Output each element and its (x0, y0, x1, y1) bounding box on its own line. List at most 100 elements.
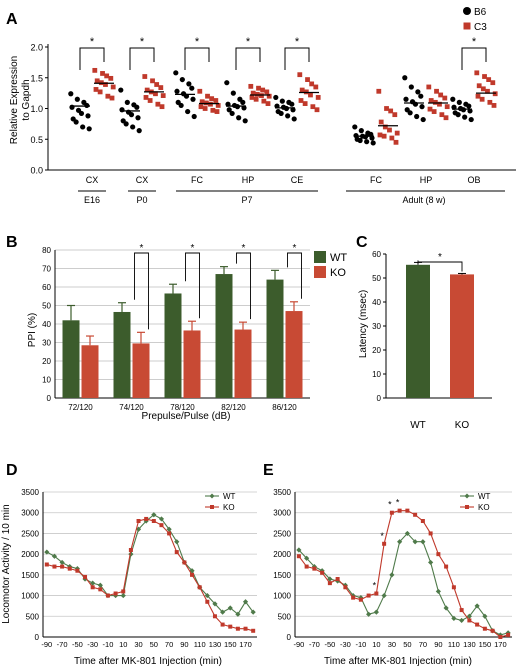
c3-point (197, 88, 203, 94)
legend-ko-label: KO (330, 267, 346, 279)
panel-b-ytick-label: 80 (42, 246, 51, 255)
c3-point (158, 85, 164, 90)
wt-line (46, 514, 254, 616)
wt-bar (113, 311, 131, 398)
panel-b-category-label: 78/120 (170, 403, 195, 412)
group-region-label: FC (370, 175, 382, 185)
ko-point (436, 552, 441, 557)
c3-point (439, 112, 445, 118)
group-region-label: HP (420, 175, 433, 185)
significance-star: * (472, 36, 477, 48)
b6-point (466, 103, 472, 109)
c3-point (389, 135, 395, 141)
panelE-ytick-label: 2500 (273, 529, 291, 538)
panelE-xtick-label: -50 (324, 640, 335, 649)
legend-ko-label: KO (478, 503, 490, 512)
panel-b-ytick-label: 60 (42, 283, 51, 292)
c3-point (147, 98, 153, 103)
ko-bar (450, 274, 474, 398)
wt-point (44, 549, 50, 555)
significance-bracket (236, 252, 251, 320)
c3-point (108, 75, 114, 81)
b6-point (468, 116, 474, 123)
b6-point (173, 70, 179, 76)
ko-bar (183, 330, 201, 398)
panelD-xtick-label: 90 (180, 640, 188, 649)
wt-point (420, 539, 426, 545)
ko-point (451, 585, 456, 590)
panel-c-category-label: KO (455, 420, 470, 431)
b6-point (190, 96, 196, 102)
c3-point (376, 88, 382, 94)
b6-point (236, 115, 242, 121)
wt-bar (164, 293, 182, 398)
c3-point (94, 78, 100, 84)
ko-point (243, 626, 248, 631)
panel-b-xlabel: Prepulse/Pulse (dB) (142, 411, 231, 422)
ko-point (343, 585, 348, 590)
ko-point (366, 593, 371, 598)
wt-point (296, 547, 302, 553)
c3-point (154, 82, 160, 87)
panel-d-label: D (6, 462, 18, 479)
ko-point (121, 589, 126, 594)
panel-e-label: E (263, 462, 274, 479)
ko-point (113, 591, 118, 596)
c3-point (109, 95, 115, 101)
legend-wt-marker (464, 493, 470, 499)
b6-point (179, 76, 185, 83)
significance-star: * (396, 498, 400, 508)
ko-point (327, 581, 332, 586)
ko-point (151, 519, 156, 523)
ko-bar (285, 311, 303, 398)
wt-point (90, 580, 96, 586)
ko-line (46, 518, 254, 632)
wt-point (120, 592, 126, 599)
panel-b-category-label: 72/120 (68, 403, 93, 412)
c3-point (153, 91, 158, 97)
panel-e-xlabel: Time after MK-801 Injection (min) (324, 656, 472, 667)
ko-point (190, 572, 195, 577)
c3-point (253, 96, 259, 102)
significance-bracket (134, 252, 149, 330)
c3-point (142, 74, 148, 79)
wt-point (381, 592, 387, 599)
panel-c-ylabel: Latency (msec) (358, 290, 369, 358)
panelD-xtick-label: 30 (134, 640, 142, 649)
b6-point (118, 87, 124, 93)
c3-point (442, 95, 448, 101)
c3-point (305, 77, 310, 82)
ko-line (298, 510, 509, 638)
b6-point (189, 85, 195, 91)
panel-b-ytick-label: 70 (42, 265, 51, 274)
panel-b-category-label: 82/120 (221, 403, 246, 412)
panelE-xtick-label: 90 (434, 640, 442, 649)
c3-point (103, 82, 108, 87)
panel-c: C Latency (msec) 0 10 20 30 40 50 60 WT KO * (356, 234, 492, 431)
panel-a-ytick-label: 0.0 (30, 166, 43, 176)
ko-bar (234, 329, 252, 398)
c3-point (110, 84, 116, 90)
legend-ko-marker (465, 505, 469, 509)
c3-point (314, 107, 320, 113)
panel-c-ytick-label: 20 (372, 346, 381, 355)
ko-point (251, 628, 256, 633)
c3-point (393, 139, 399, 145)
b6-point (123, 121, 129, 127)
panelD-xtick-label: 130 (209, 640, 222, 649)
wt-point (311, 563, 317, 570)
ko-point (498, 635, 503, 639)
b6-point (230, 90, 236, 96)
group-region-label: OB (467, 175, 480, 185)
wt-point (435, 588, 441, 595)
group-region-label: CE (291, 175, 304, 185)
wt-point (389, 572, 395, 578)
significance-star: * (191, 243, 195, 254)
b6-point (229, 110, 235, 117)
significance-star: * (246, 36, 251, 48)
wt-point (97, 582, 103, 588)
c3-point (160, 93, 166, 98)
legend-wt-label: WT (478, 492, 491, 501)
panelE-ytick-label: 3000 (273, 509, 291, 518)
c3-point (155, 101, 161, 107)
